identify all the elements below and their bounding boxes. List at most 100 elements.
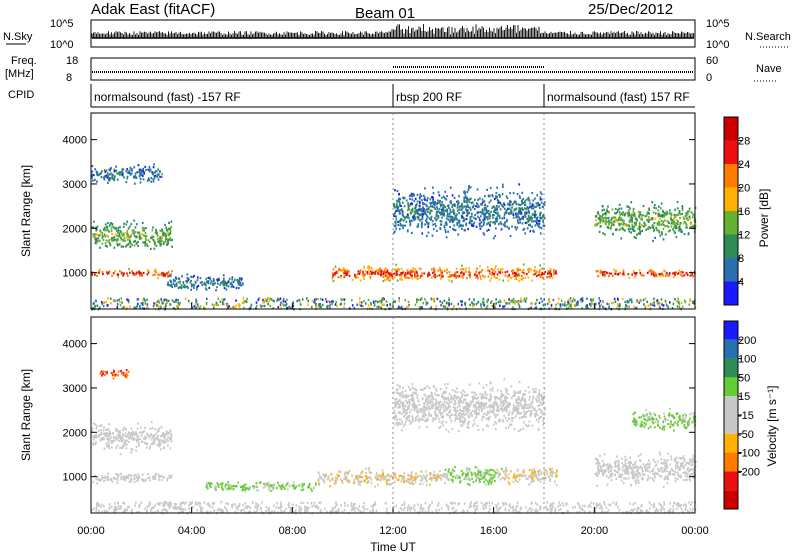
speckle-cell <box>634 501 636 505</box>
feature-cell <box>129 271 131 274</box>
feature-cell <box>688 207 691 210</box>
speckle-cell <box>442 305 445 308</box>
feature-cell <box>622 211 625 214</box>
feature-cell <box>480 203 482 206</box>
speckle-cell <box>628 305 630 308</box>
speckle-cell <box>147 307 149 310</box>
speckle-cell <box>261 304 264 308</box>
speckle-cell <box>295 504 298 507</box>
feature-cell <box>456 204 459 207</box>
feature-cell <box>127 227 130 230</box>
feature-cell <box>463 218 466 221</box>
feature-cell <box>453 218 456 221</box>
speckle-cell <box>182 501 185 504</box>
feature-cell <box>448 275 451 278</box>
feature-cell <box>670 222 673 225</box>
speckle-cell <box>408 303 410 307</box>
feature-cell <box>516 270 519 273</box>
feature-cell <box>510 210 513 213</box>
feature-cell <box>236 279 239 282</box>
speckle-cell <box>678 503 680 506</box>
feature-cell <box>465 205 467 208</box>
speckle-cell <box>486 502 488 505</box>
feature-cell <box>115 229 118 232</box>
feature-cell <box>93 220 95 223</box>
feature-cell <box>147 271 150 274</box>
speckle-cell <box>657 509 659 512</box>
feature-cell <box>364 270 367 273</box>
feature-cell <box>128 169 131 172</box>
feature-cell <box>429 209 431 212</box>
speckle-cell <box>164 508 167 511</box>
feature-cell <box>456 200 458 203</box>
feature-cell <box>452 204 455 207</box>
speckle-cell <box>98 503 100 507</box>
speckle-cell <box>583 510 586 513</box>
speckle-cell <box>509 301 512 304</box>
speckle-cell <box>313 504 316 507</box>
feature-cell <box>496 213 499 216</box>
feature-cell <box>618 224 621 227</box>
speckle-cell <box>488 504 491 508</box>
feature-cell <box>675 218 678 221</box>
feature-cell <box>530 216 533 219</box>
feature-cell <box>94 273 96 276</box>
feature-cell <box>416 277 419 280</box>
feature-cell <box>113 439 116 442</box>
feature-cell <box>616 220 619 223</box>
speckle-cell <box>191 306 194 309</box>
feature-cell <box>159 443 162 446</box>
feature-cell <box>488 217 491 220</box>
feature-cell <box>166 238 169 241</box>
feature-cell <box>512 212 515 215</box>
speckle-cell <box>278 298 280 301</box>
feature-cell <box>235 286 238 290</box>
feature-cell <box>611 223 613 226</box>
feature-cell <box>253 485 256 488</box>
speckle-cell <box>474 508 477 511</box>
feature-cell <box>157 429 160 432</box>
speckle-cell <box>439 300 441 303</box>
feature-cell <box>541 267 543 270</box>
speckle-cell <box>625 304 627 307</box>
feature-cell <box>649 226 651 230</box>
speckle-cell <box>502 305 504 308</box>
speckle-cell <box>282 510 285 514</box>
speckle-cell <box>148 504 150 508</box>
feature-cell <box>103 178 106 181</box>
speckle-cell <box>404 506 406 509</box>
colorbar-swatch <box>724 140 738 164</box>
speckle-cell <box>189 501 191 504</box>
speckle-cell <box>162 502 164 505</box>
speckle-cell <box>108 507 111 510</box>
feature-cell <box>541 206 544 209</box>
speckle-cell <box>159 305 162 308</box>
feature-cell <box>467 199 470 202</box>
feature-cell <box>354 275 356 278</box>
feature-cell <box>542 221 544 224</box>
feature-cell <box>148 436 151 439</box>
feature-cell <box>96 180 98 183</box>
feature-cell <box>439 205 442 208</box>
feature-cell <box>110 222 113 225</box>
nsky-label: N.Sky <box>3 31 33 43</box>
feature-cell <box>441 210 444 213</box>
feature-cell <box>160 273 163 277</box>
feature-cell <box>424 187 426 190</box>
feature-cell <box>170 220 173 223</box>
feature-cell <box>502 279 504 282</box>
feature-cell <box>128 431 130 434</box>
speckle-cell <box>578 505 581 509</box>
feature-cell <box>495 265 497 268</box>
speckle-cell <box>283 303 285 307</box>
speckle-cell <box>586 306 588 309</box>
feature-cell <box>400 267 403 270</box>
feature-cell <box>472 204 475 207</box>
feature-cell <box>115 435 117 439</box>
feature-cell <box>384 272 387 276</box>
speckle-cell <box>545 508 548 511</box>
feature-cell <box>466 204 469 207</box>
feature-cell <box>95 170 98 173</box>
feature-cell <box>158 440 160 443</box>
feature-cell <box>676 272 679 275</box>
